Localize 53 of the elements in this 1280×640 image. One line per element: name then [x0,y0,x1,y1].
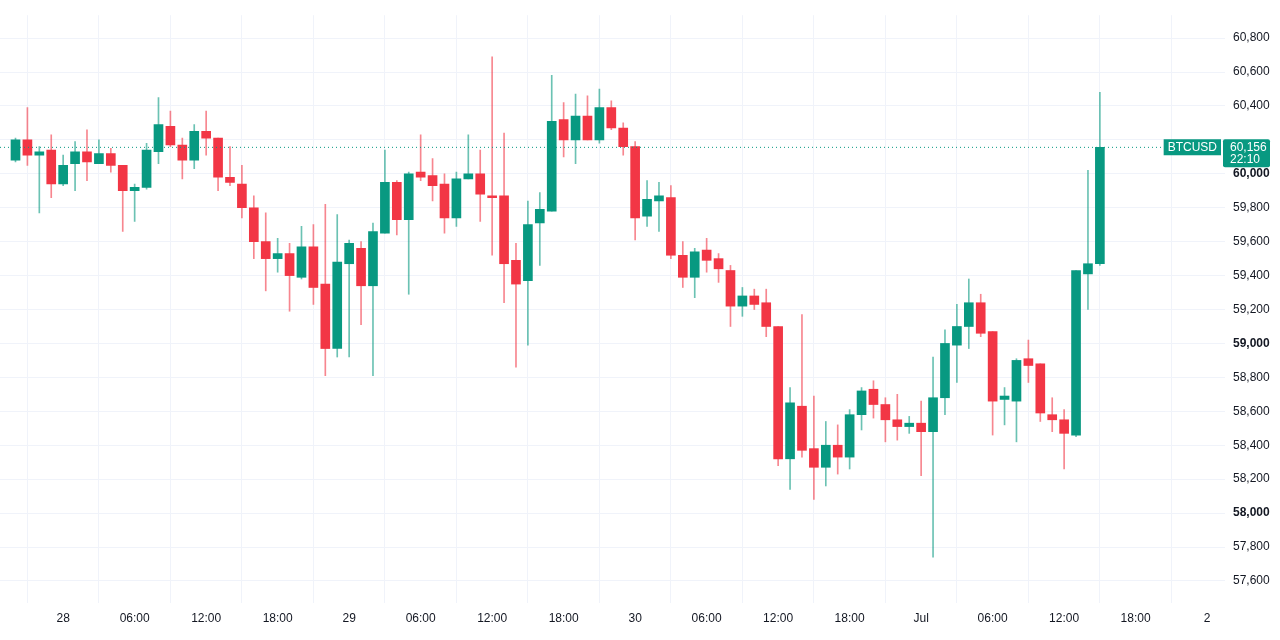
x-tick-label: 12:00 [191,610,222,625]
y-tick-label: 58,000 [1233,505,1271,520]
x-tick-label: 2 [1203,610,1211,625]
x-tick-label: 12:00 [1049,610,1080,625]
y-tick-label: 59,600 [1233,233,1271,248]
candlestick [904,416,915,434]
x-tick-label: 06:00 [405,610,436,625]
text: 60,156 [1230,139,1268,154]
candlestick [201,110,211,156]
y-tick-label: 57,800 [1233,539,1271,554]
candlestick [511,243,521,368]
candlestick [1059,409,1069,470]
candlestick [928,356,938,558]
x-tick-label: 18:00 [262,610,293,625]
candlestick [534,192,545,266]
y-tick-label: 58,600 [1233,403,1271,418]
candlestick [809,395,819,500]
candlestick [344,239,354,358]
y-tick-label: 60,600 [1233,64,1271,79]
y-tick-label: 60,800 [1233,30,1271,45]
candlestick [34,146,45,214]
candlestick [952,304,962,383]
ref-line-label: BTCUSD [1167,139,1218,154]
y-tick-label: 58,400 [1233,437,1271,452]
y-tick-label: 59,400 [1233,267,1271,282]
candlestick [1047,397,1058,432]
y-tick-label: 59,000 [1233,335,1271,350]
x-tick-label: 18:00 [548,610,579,625]
candlestick [82,129,92,181]
y-tick-label: 57,600 [1233,573,1271,588]
candlestick [916,400,926,477]
x-tick-label: 06:00 [691,610,722,625]
y-tick-label: 60,000 [1233,166,1271,181]
candlestick [892,394,903,441]
y-tick-label: 58,200 [1233,471,1271,486]
candlestick [225,146,235,187]
x-tick-label: 28 [56,610,71,625]
x-tick-label: 18:00 [1120,610,1151,625]
x-tick-label: 12:00 [763,610,794,625]
x-tick-label: 30 [628,610,643,625]
y-tick-label: 59,800 [1233,200,1271,215]
x-tick-label: 18:00 [834,610,865,625]
x-tick-label: Jul [913,610,929,625]
x-tick-label: 06:00 [119,610,150,625]
y-tick-label: 59,200 [1233,301,1271,316]
x-tick-label: 29 [342,610,357,625]
y-tick-label: 60,400 [1233,98,1271,113]
candlestick [463,134,474,180]
candlestick [1083,170,1093,310]
x-tick-label: 12:00 [477,610,508,625]
x-tick-label: 06:00 [977,610,1008,625]
candlestick [260,212,271,292]
y-tick-label: 58,800 [1233,369,1271,384]
